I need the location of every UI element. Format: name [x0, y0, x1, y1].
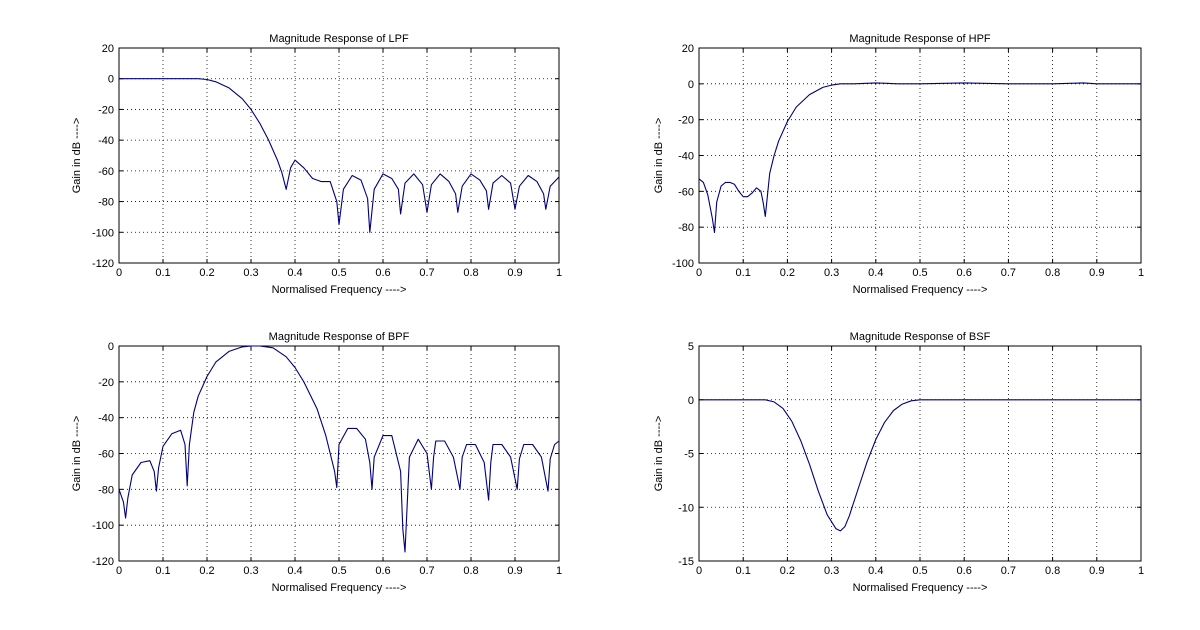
bpf-x-tick-label: 1 — [556, 565, 562, 577]
lpf-y-axis-label: Gain in dB ----> — [71, 118, 83, 194]
lpf-x-tick-label: 0.7 — [419, 267, 434, 279]
lpf-x-tick-label: 0.6 — [375, 267, 390, 279]
lpf-y-tick-label: -100 — [92, 227, 114, 239]
bsf-x-tick-label: 0.4 — [868, 565, 883, 577]
bpf-plot-area — [118, 345, 560, 562]
hpf-x-tick-label: 0.5 — [912, 267, 927, 279]
hpf-x-tick-label: 0.7 — [1001, 267, 1016, 279]
lpf-x-tick-label: 0.5 — [331, 267, 346, 279]
hpf-x-tick-label: 0.8 — [1045, 267, 1060, 279]
lpf-plot-area — [118, 47, 560, 264]
subplot-bsf: Magnitude Response of BSF Normalised Fre… — [653, 331, 1144, 594]
bpf-y-tick-label: -80 — [98, 484, 114, 496]
hpf-x-tick-label: 0.4 — [868, 267, 883, 279]
bpf-x-axis-label: Normalised Frequency ----> — [272, 582, 407, 594]
bsf-x-tick-label: 0 — [696, 565, 702, 577]
lpf-y-tick-label: 0 — [108, 74, 114, 86]
lpf-y-tick-label: -60 — [98, 166, 114, 178]
bsf-x-tick-label: 0.7 — [1001, 565, 1016, 577]
lpf-x-tick-label: 0.3 — [243, 267, 258, 279]
bpf-y-tick-label: 0 — [108, 341, 114, 353]
lpf-y-tick-label: -120 — [92, 258, 114, 270]
hpf-y-axis-label: Gain in dB ----> — [653, 118, 665, 194]
hpf-x-tick-label: 0.2 — [780, 267, 795, 279]
bpf-x-tick-label: 0.7 — [419, 565, 434, 577]
lpf-x-tick-label: 0.4 — [287, 267, 302, 279]
bsf-y-tick-label: 0 — [688, 395, 694, 407]
hpf-plot-area — [698, 47, 1142, 264]
bpf-x-tick-label: 0.9 — [507, 565, 522, 577]
lpf-x-axis-label: Normalised Frequency ----> — [272, 284, 407, 296]
hpf-y-tick-label: -100 — [672, 258, 694, 270]
bpf-x-tick-label: 0.1 — [155, 565, 170, 577]
hpf-x-tick-label: 0.9 — [1089, 267, 1104, 279]
hpf-x-tick-label: 1 — [1138, 267, 1144, 279]
bpf-y-tick-label: -20 — [98, 377, 114, 389]
bpf-y-axis-label: Gain in dB ----> — [71, 416, 83, 492]
bsf-plot-area — [698, 345, 1142, 562]
bpf-x-tick-label: 0.3 — [243, 565, 258, 577]
bpf-x-tick-label: 0.4 — [287, 565, 302, 577]
hpf-y-tick-label: -40 — [678, 151, 694, 163]
bpf-y-tick-label: -60 — [98, 449, 114, 461]
subplot-hpf: Magnitude Response of HPF Normalised Fre… — [653, 33, 1144, 296]
hpf-title: Magnitude Response of HPF — [849, 33, 991, 45]
bsf-x-tick-label: 0.9 — [1089, 565, 1104, 577]
bpf-y-tick-label: -40 — [98, 413, 114, 425]
bsf-y-tick-label: -10 — [678, 502, 694, 514]
lpf-x-tick-label: 0 — [116, 267, 122, 279]
lpf-x-tick-label: 0.1 — [155, 267, 170, 279]
lpf-y-tick-label: -40 — [98, 135, 114, 147]
lpf-axes-frame — [118, 47, 560, 264]
lpf-x-tick-label: 0.2 — [199, 267, 214, 279]
bsf-x-axis-label: Normalised Frequency ----> — [853, 582, 988, 594]
bsf-x-tick-label: 1 — [1138, 565, 1144, 577]
bsf-y-tick-label: -5 — [684, 449, 694, 461]
lpf-response-line — [119, 78, 560, 233]
bpf-x-tick-label: 0.6 — [375, 565, 390, 577]
lpf-y-tick-label: 20 — [102, 43, 114, 55]
bsf-response-line — [699, 399, 1141, 532]
hpf-y-tick-label: 20 — [682, 43, 694, 55]
hpf-y-tick-label: 0 — [688, 79, 694, 91]
lpf-x-tick-label: 0.8 — [463, 267, 478, 279]
hpf-x-axis-label: Normalised Frequency ----> — [853, 284, 988, 296]
bpf-x-tick-label: 0.5 — [331, 565, 346, 577]
hpf-x-tick-label: 0.1 — [736, 267, 751, 279]
hpf-y-tick-label: -60 — [678, 186, 694, 198]
lpf-x-tick-label: 1 — [556, 267, 562, 279]
lpf-title: Magnitude Response of LPF — [269, 33, 409, 45]
hpf-x-tick-label: 0.6 — [957, 267, 972, 279]
bsf-x-tick-label: 0.2 — [780, 565, 795, 577]
bsf-x-tick-label: 0.5 — [912, 565, 927, 577]
bsf-title: Magnitude Response of BSF — [850, 331, 991, 343]
subplot-bpf: Magnitude Response of BPF Normalised Fre… — [71, 331, 562, 594]
lpf-y-tick-label: -80 — [98, 197, 114, 209]
bsf-x-tick-label: 0.8 — [1045, 565, 1060, 577]
bpf-x-tick-label: 0.2 — [199, 565, 214, 577]
hpf-x-tick-label: 0 — [696, 267, 702, 279]
bpf-response-line — [118, 345, 560, 553]
lpf-y-tick-label: -20 — [98, 104, 114, 116]
bsf-y-tick-label: 5 — [688, 341, 694, 353]
bpf-y-tick-label: -100 — [92, 520, 114, 532]
bsf-y-axis-label: Gain in dB ----> — [653, 416, 665, 492]
hpf-y-tick-label: -20 — [678, 115, 694, 127]
bsf-x-tick-label: 0.6 — [957, 565, 972, 577]
bsf-x-tick-label: 0.3 — [824, 565, 839, 577]
lpf-x-tick-label: 0.9 — [507, 267, 522, 279]
hpf-x-tick-label: 0.3 — [824, 267, 839, 279]
bpf-y-tick-label: -120 — [92, 556, 114, 568]
bsf-y-tick-label: -15 — [678, 556, 694, 568]
bpf-title: Magnitude Response of BPF — [269, 331, 410, 343]
bpf-x-tick-label: 0 — [116, 565, 122, 577]
hpf-response-line — [698, 82, 1141, 234]
bpf-x-tick-label: 0.8 — [463, 565, 478, 577]
bsf-x-tick-label: 0.1 — [736, 565, 751, 577]
hpf-y-tick-label: -80 — [678, 222, 694, 234]
subplot-lpf: Magnitude Response of LPF Normalised Fre… — [71, 33, 562, 296]
